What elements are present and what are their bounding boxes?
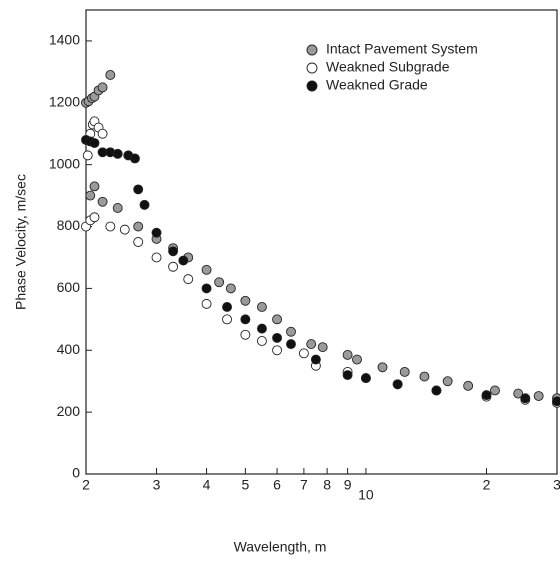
y-tick-label: 600	[57, 279, 81, 295]
y-tick-label: 0	[72, 465, 80, 481]
point	[214, 277, 225, 288]
point	[133, 237, 144, 247]
point	[360, 373, 371, 384]
point	[317, 342, 328, 353]
point	[463, 380, 474, 391]
point	[97, 196, 108, 207]
point	[377, 362, 388, 373]
x-tick-label: 2	[483, 477, 491, 493]
point	[151, 227, 162, 238]
point	[201, 264, 212, 275]
point	[119, 224, 130, 235]
legend-marker	[306, 62, 318, 74]
point	[112, 203, 123, 213]
y-tick-label: 800	[57, 217, 81, 233]
y-tick-label: 1000	[49, 155, 80, 171]
point	[183, 274, 194, 285]
point	[201, 298, 212, 309]
legend-label: Weakned Grade	[326, 77, 428, 93]
point	[133, 221, 144, 232]
point	[89, 181, 100, 192]
x-tick-label: 6	[273, 477, 281, 493]
point	[272, 332, 283, 343]
point	[256, 302, 267, 312]
point	[168, 261, 179, 272]
point	[129, 153, 140, 164]
point	[431, 385, 442, 396]
legend-label: Weakned Subgrade	[326, 59, 450, 75]
point	[342, 370, 353, 380]
y-tick-label: 400	[57, 341, 81, 357]
point	[306, 339, 317, 350]
x-tick-label: 8	[323, 477, 331, 493]
y-axis-label: Phase Velocity, m/sec	[13, 174, 29, 310]
x-tick-label: 3	[153, 477, 161, 493]
y-tick-label: 1400	[49, 32, 80, 48]
point	[272, 345, 283, 356]
y-tick-label: 200	[57, 403, 81, 419]
point	[310, 354, 321, 365]
point	[89, 138, 100, 148]
point	[442, 376, 453, 387]
x-tick-label: 2	[82, 477, 90, 493]
point	[286, 326, 296, 337]
point	[481, 390, 492, 401]
point	[222, 314, 232, 325]
point	[286, 339, 296, 350]
point	[256, 323, 267, 334]
point	[256, 336, 267, 346]
y-tick-label: 1200	[49, 94, 80, 110]
point	[352, 354, 362, 365]
point	[97, 82, 108, 93]
x-tick-label: 3	[553, 477, 560, 493]
point	[168, 246, 179, 257]
point	[419, 371, 430, 382]
plot-frame	[85, 9, 558, 475]
legend-marker	[306, 80, 318, 92]
point	[105, 70, 116, 80]
point	[520, 393, 531, 404]
point	[151, 252, 162, 263]
point	[133, 184, 144, 195]
point	[105, 221, 116, 232]
point	[533, 391, 544, 401]
x-axis-label: Wavelength, m	[234, 539, 327, 555]
legend-marker	[306, 44, 318, 56]
point	[272, 314, 283, 325]
point	[97, 128, 108, 139]
point	[85, 190, 96, 201]
point	[225, 283, 236, 294]
x-tick-label: 10	[358, 487, 374, 503]
point	[490, 385, 500, 396]
point	[392, 379, 403, 390]
x-tick-label: 4	[203, 477, 211, 493]
point	[201, 283, 212, 294]
point	[513, 388, 524, 399]
point	[342, 349, 353, 360]
point	[82, 150, 93, 161]
x-tick-label: 7	[300, 477, 308, 493]
point	[240, 295, 251, 306]
x-tick-label: 5	[241, 477, 249, 493]
point	[112, 148, 123, 159]
point	[552, 396, 560, 407]
point	[178, 255, 189, 266]
point	[139, 199, 150, 210]
point	[240, 329, 251, 340]
legend-label: Intact Pavement System	[326, 41, 478, 57]
point	[298, 348, 309, 359]
point	[89, 212, 100, 223]
x-tick-label: 9	[344, 477, 352, 493]
point	[399, 366, 410, 377]
point	[222, 302, 232, 312]
point	[240, 314, 251, 325]
